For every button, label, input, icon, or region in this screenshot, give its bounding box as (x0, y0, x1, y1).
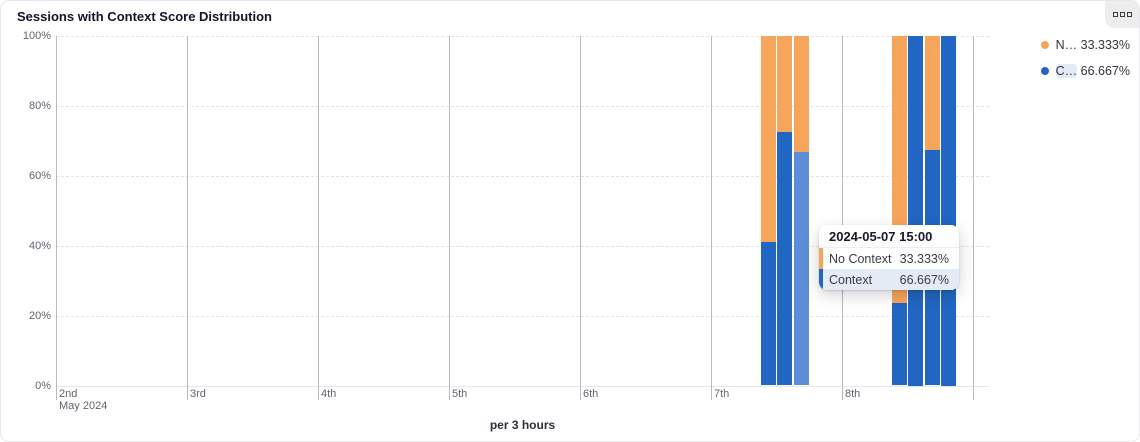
panel-menu-button[interactable] (1105, 1, 1139, 28)
series-color-strip (819, 248, 823, 269)
grid-dots-icon (1126, 12, 1132, 17)
x-axis-title: per 3 hours (489, 418, 556, 432)
bar-segment-context[interactable] (908, 36, 924, 386)
x-axis-tick-label: 3rd (190, 388, 206, 400)
y-axis-tick-label: 60% (28, 169, 51, 182)
horizontal-gridline (56, 315, 989, 317)
legend-dot-icon (1040, 67, 1049, 75)
bar-segment-context[interactable] (940, 36, 956, 386)
x-axis-tick-label: 8th (845, 388, 861, 400)
x-axis-line (56, 385, 989, 387)
tooltip-row-no-context: No Context 33.333% (819, 248, 959, 269)
vertical-gridline (842, 36, 843, 400)
tooltip-header: 2024-05-07 15:00 (819, 225, 959, 248)
x-axis-tick-label: 2nd (59, 388, 78, 400)
x-axis-tick-label: 7th (714, 388, 730, 400)
horizontal-gridline (56, 245, 989, 247)
legend-label: N… 33.333% (1055, 38, 1130, 52)
x-axis-month-label: May 2024 (59, 400, 108, 412)
bar-segment-context[interactable] (777, 132, 793, 386)
legend-label: C… 66.667% (1055, 64, 1130, 78)
vertical-gridline (580, 36, 581, 400)
horizontal-gridline (56, 105, 989, 107)
vertical-gridline (973, 36, 974, 400)
vertical-gridline (711, 36, 712, 400)
bar-segment-context[interactable] (760, 242, 776, 386)
vertical-gridline (187, 36, 188, 400)
y-axis-tick-label: 100% (22, 30, 51, 42)
horizontal-gridline (56, 175, 989, 177)
bar-segment-context[interactable] (891, 303, 907, 386)
bar-segment-no-context[interactable] (924, 36, 940, 150)
vertical-gridline (318, 36, 319, 400)
vertical-gridline (449, 36, 450, 400)
legend-dot-icon (1040, 41, 1049, 49)
y-axis-tick-label: 20% (28, 309, 51, 322)
bar-segment-no-context[interactable] (793, 36, 809, 153)
y-axis-tick-label: 40% (28, 239, 51, 252)
bar-segment-context[interactable] (793, 152, 809, 386)
tooltip: 2024-05-07 15:00 No Context 33.333% Cont… (819, 225, 959, 290)
grid-dots-icon (1119, 12, 1125, 17)
grid-dots-icon (1112, 12, 1118, 17)
legend: N… 33.333% C… 66.667% (1040, 38, 1130, 78)
bar-segment-no-context[interactable] (760, 36, 776, 243)
series-color-strip (819, 269, 823, 290)
vertical-gridline (56, 36, 57, 400)
panel-title: Sessions with Context Score Distribution (17, 9, 272, 24)
tooltip-row-context: Context 66.667% (819, 269, 959, 290)
x-axis-tick-label: 5th (452, 388, 468, 400)
legend-item-no-context[interactable]: N… 33.333% (1040, 38, 1130, 52)
horizontal-gridline (56, 36, 989, 37)
x-axis-tick-label: 4th (321, 388, 337, 400)
y-axis-tick-label: 80% (28, 99, 51, 112)
x-axis-tick-label: 6th (583, 388, 599, 400)
bar-segment-no-context[interactable] (777, 36, 793, 133)
y-axis-tick-label: 0% (35, 379, 51, 392)
legend-item-context[interactable]: C… 66.667% (1040, 64, 1130, 78)
